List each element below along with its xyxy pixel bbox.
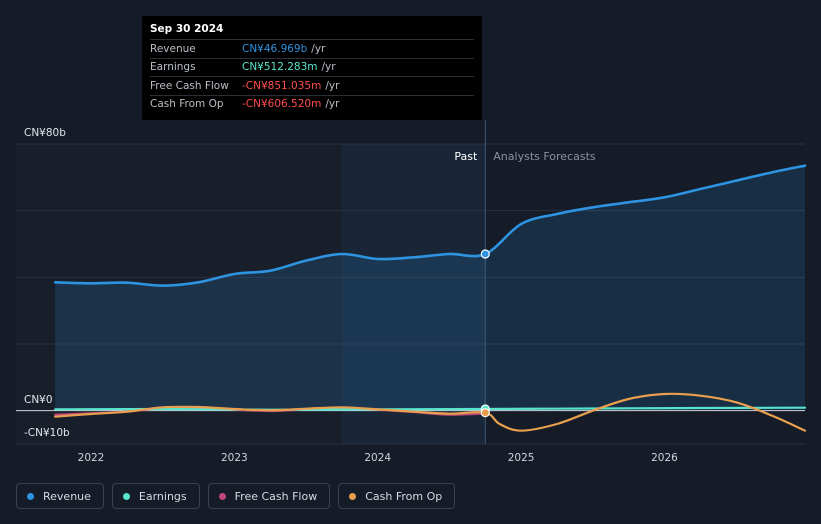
marker-cash-from-op: [480, 408, 490, 418]
highlight-band: [341, 144, 486, 444]
tooltip-unit: /yr: [325, 79, 340, 92]
legend-dot-icon: [122, 492, 130, 500]
series-line-cash-from-op: [54, 392, 807, 432]
x-tick-label: 2022: [78, 452, 105, 464]
tooltip-value: -CN¥606.520m: [242, 98, 322, 111]
legend-item-cash-from-op[interactable]: Cash From Op: [338, 483, 456, 509]
revenue-area-fill: [55, 165, 805, 411]
tooltip-unit: /yr: [325, 98, 340, 111]
x-tick-label: 2024: [364, 452, 391, 464]
legend-dot-icon: [218, 492, 226, 500]
tooltip-value: CN¥512.283m: [242, 61, 318, 74]
tooltip-date: Sep 30 2024: [150, 23, 224, 35]
tooltip-unit: /yr: [311, 42, 326, 55]
tooltip-label: Cash From Op: [150, 98, 224, 111]
legend-label: Earnings: [138, 489, 187, 503]
legend-label: Free Cash Flow: [234, 489, 318, 503]
forecast-label: Analysts Forecasts: [493, 150, 596, 163]
legend-dot-icon: [27, 492, 34, 500]
tooltip-unit: /yr: [321, 61, 336, 74]
tooltip-row-earnings: Earnings CN¥512.283m /yr: [150, 57, 474, 77]
y-tick-label: CN¥0: [24, 394, 53, 406]
y-tick-label: CN¥80b: [24, 127, 66, 139]
series-line-earnings: [54, 406, 807, 411]
legend-label: Revenue: [43, 489, 91, 503]
legend-item-revenue[interactable]: Revenue: [16, 483, 104, 509]
tooltip-row-free-cash-flow: Free Cash Flow -CN¥851.035m /yr: [150, 76, 474, 95]
x-tick-label: 2026: [651, 452, 678, 464]
tooltip-label: Revenue: [150, 42, 196, 55]
chart-legend: Revenue Earnings Free Cash Flow Cash Fro…: [16, 483, 456, 509]
legend-label: Cash From Op: [365, 489, 443, 503]
y-axis-labels: CN¥80b CN¥0 -CN¥10b: [24, 127, 70, 439]
x-tick-label: 2025: [508, 452, 535, 464]
series-line-revenue: [53, 164, 807, 287]
legend-item-earnings[interactable]: Earnings: [111, 483, 200, 509]
legend-item-free-cash-flow[interactable]: Free Cash Flow: [207, 483, 331, 509]
tooltip-value: CN¥46.969b: [242, 42, 308, 55]
past-label: Past: [454, 150, 478, 163]
legend-dot-icon: [349, 492, 357, 500]
tooltip-row-revenue: Revenue CN¥46.969b /yr: [150, 39, 474, 58]
grid-lines: [16, 143, 805, 445]
tooltip-label: Free Cash Flow: [150, 79, 229, 92]
y-tick-label: -CN¥10b: [24, 427, 70, 439]
series-markers: [480, 249, 490, 418]
tooltip-row-cash-from-op: Cash From Op -CN¥606.520m /yr: [150, 94, 474, 114]
x-axis-labels: 2022 2023 2024 2025 2026: [78, 452, 679, 464]
x-tick-label: 2023: [221, 452, 248, 464]
tooltip-value: -CN¥851.035m: [242, 79, 322, 92]
series-lines: [53, 164, 807, 432]
marker-revenue: [480, 249, 490, 259]
tooltip-label: Earnings: [150, 61, 196, 74]
data-tooltip: Sep 30 2024 Revenue CN¥46.969b /yr Earni…: [142, 16, 482, 120]
